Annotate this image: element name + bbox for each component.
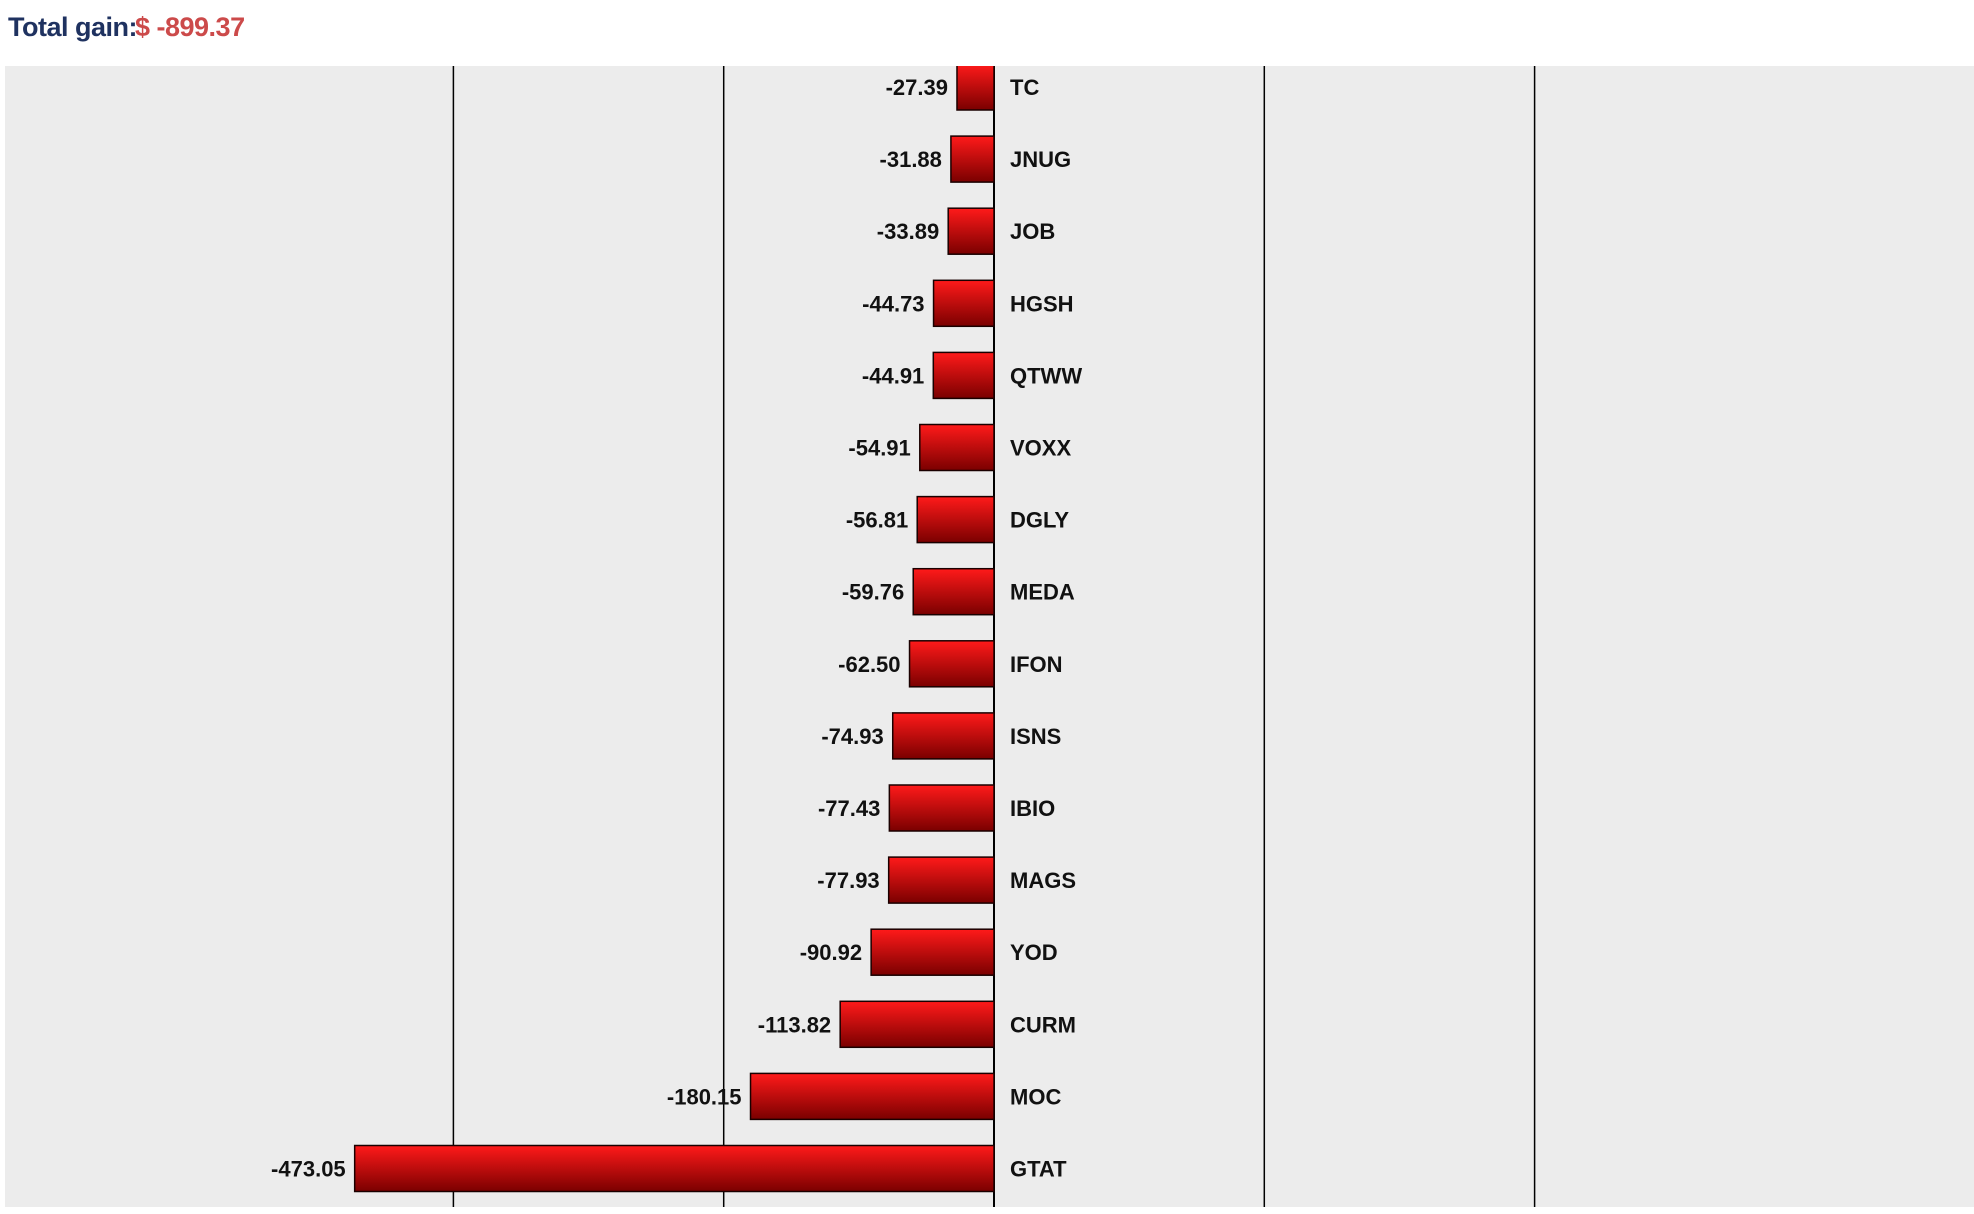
category-label-gtat: GTAT (1010, 1157, 1067, 1182)
value-label-qtww: -44.91 (862, 363, 924, 388)
bar-dgly (916, 495, 995, 544)
value-label-ifon: -62.50 (838, 652, 900, 677)
bar-ifon (908, 640, 995, 688)
value-label-dgly: -56.81 (846, 508, 908, 533)
bar-tc (956, 66, 995, 111)
category-label-job: JOB (1010, 219, 1055, 244)
category-label-hgsh: HGSH (1010, 291, 1074, 316)
bar-gtat (353, 1144, 995, 1193)
value-label-jnug: -31.88 (880, 147, 942, 172)
bar-hgsh (932, 279, 995, 328)
bar-isns (891, 712, 995, 760)
value-label-ibio: -77.43 (818, 796, 880, 821)
bar-ibio (888, 784, 995, 832)
total-gain-value: $ -899.37 (135, 12, 245, 42)
category-label-dgly: DGLY (1010, 508, 1069, 533)
bar-mags (887, 856, 995, 904)
category-label-mags: MAGS (1010, 868, 1076, 893)
header: Total gain: $ -899.37 (0, 0, 1974, 66)
value-label-isns: -74.93 (821, 724, 883, 749)
value-label-gtat: -473.05 (271, 1157, 346, 1182)
value-label-tc: -27.39 (886, 75, 948, 100)
value-label-voxx: -54.91 (848, 436, 910, 461)
labels: -27.39 TC -31.88 JNUG -33.89 JOB -44.73 HGSH -44… (271, 75, 1082, 1182)
bar-qtww (932, 351, 995, 400)
category-label-ibio: IBIO (1010, 796, 1055, 821)
category-label-curm: CURM (1010, 1012, 1076, 1037)
category-label-isns: ISNS (1010, 724, 1061, 749)
value-label-job: -33.89 (877, 219, 939, 244)
bar-job (947, 207, 995, 255)
category-label-yod: YOD (1010, 940, 1058, 965)
category-label-tc: TC (1010, 75, 1039, 100)
category-label-ifon: IFON (1010, 652, 1063, 677)
bar-meda (912, 567, 995, 616)
value-label-meda: -59.76 (842, 580, 904, 605)
gain-bar-chart: -27.39 TC -31.88 JNUG -33.89 JOB -44.73 HGSH -44… (5, 66, 1974, 1207)
total-gain-label: Total gain: (8, 12, 138, 42)
bar-yod (870, 928, 995, 976)
value-label-moc: -180.15 (667, 1084, 742, 1109)
bar-curm (839, 1000, 995, 1049)
category-label-qtww: QTWW (1010, 363, 1082, 388)
value-label-hgsh: -44.73 (862, 291, 924, 316)
bar-jnug (950, 135, 995, 183)
value-label-mags: -77.93 (817, 868, 879, 893)
value-label-yod: -90.92 (800, 940, 862, 965)
value-label-curm: -113.82 (758, 1012, 831, 1037)
category-label-meda: MEDA (1010, 580, 1075, 605)
bars (353, 66, 995, 1193)
category-label-moc: MOC (1010, 1084, 1061, 1109)
category-label-jnug: JNUG (1010, 147, 1071, 172)
bar-moc (749, 1072, 995, 1121)
chart-container: -27.39 TC -31.88 JNUG -33.89 JOB -44.73 HGSH -44… (0, 66, 1974, 1214)
category-label-voxx: VOXX (1010, 436, 1071, 461)
bar-voxx (919, 423, 995, 472)
